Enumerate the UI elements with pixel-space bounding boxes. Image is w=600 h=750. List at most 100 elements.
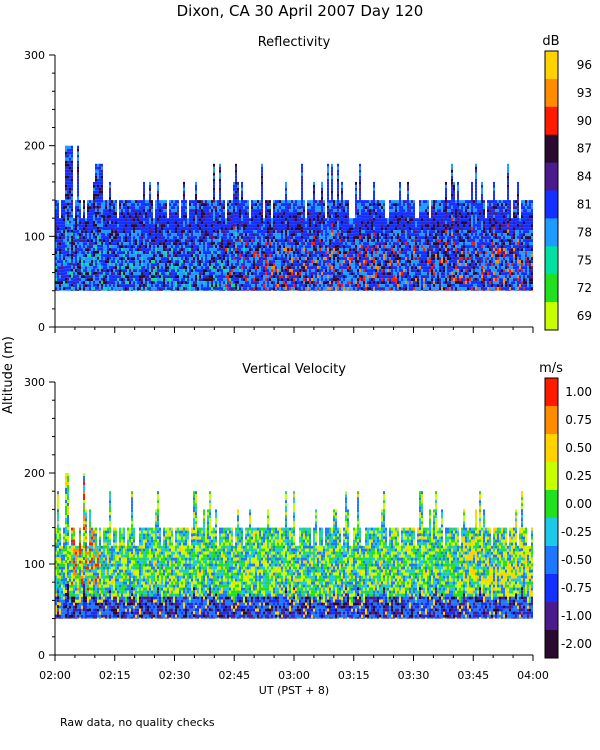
heatmap-cell bbox=[113, 275, 115, 279]
heatmap-cell bbox=[167, 218, 169, 222]
heatmap-cell bbox=[219, 220, 221, 224]
heatmap-cell bbox=[61, 227, 63, 231]
heatmap-cell bbox=[251, 200, 253, 204]
heatmap-cell bbox=[121, 275, 123, 279]
heatmap-cell bbox=[323, 269, 325, 273]
heatmap-cell bbox=[235, 187, 237, 191]
heatmap-cell bbox=[307, 221, 309, 225]
heatmap-cell bbox=[311, 284, 313, 288]
heatmap-cell bbox=[261, 196, 263, 200]
heatmap-cell bbox=[327, 271, 329, 275]
heatmap-cell bbox=[289, 290, 291, 291]
heatmap-cell bbox=[211, 248, 213, 252]
heatmap-cell bbox=[317, 200, 319, 204]
heatmap-cell bbox=[173, 260, 175, 264]
heatmap-cell bbox=[99, 250, 101, 254]
heatmap-cell bbox=[197, 278, 199, 282]
heatmap-cell bbox=[95, 283, 97, 287]
heatmap-cell bbox=[95, 244, 97, 248]
heatmap-cell bbox=[285, 238, 287, 242]
heatmap-cell bbox=[337, 202, 339, 206]
heatmap-cell bbox=[115, 269, 117, 273]
heatmap-cell bbox=[341, 223, 343, 227]
heatmap-cell bbox=[147, 287, 149, 291]
heatmap-cell bbox=[71, 163, 73, 167]
heatmap-cell bbox=[227, 236, 229, 240]
heatmap-cell bbox=[99, 214, 101, 218]
heatmap-cell bbox=[75, 206, 77, 210]
heatmap-cell bbox=[355, 184, 357, 188]
heatmap-cell bbox=[171, 269, 173, 273]
heatmap-cell bbox=[195, 223, 197, 227]
heatmap-cell bbox=[181, 218, 183, 222]
heatmap-cell bbox=[265, 266, 267, 270]
heatmap-cell bbox=[121, 254, 123, 258]
heatmap-cell bbox=[61, 203, 63, 207]
heatmap-cell bbox=[117, 272, 119, 276]
heatmap-cell bbox=[337, 169, 339, 173]
heatmap-cell bbox=[139, 248, 141, 252]
heatmap-cell bbox=[249, 236, 251, 240]
heatmap-cell bbox=[269, 281, 271, 285]
heatmap-cell bbox=[83, 263, 85, 267]
heatmap-cell bbox=[135, 269, 137, 273]
heatmap-cell bbox=[283, 221, 285, 225]
heatmap-cell bbox=[187, 290, 189, 291]
heatmap-cell bbox=[83, 212, 85, 216]
heatmap-cell bbox=[213, 172, 215, 176]
heatmap-cell bbox=[67, 283, 69, 287]
heatmap-cell bbox=[285, 229, 287, 233]
heatmap-cell bbox=[121, 206, 123, 210]
heatmap-cell bbox=[117, 242, 119, 246]
heatmap-cell bbox=[319, 248, 321, 252]
heatmap-cell bbox=[137, 275, 139, 279]
heatmap-cell bbox=[277, 257, 279, 261]
heatmap-cell bbox=[277, 206, 279, 210]
heatmap-cell bbox=[181, 281, 183, 285]
heatmap-cell bbox=[107, 290, 109, 291]
heatmap-cell bbox=[241, 280, 243, 284]
heatmap-cell bbox=[251, 206, 253, 210]
heatmap-cell bbox=[251, 218, 253, 222]
heatmap-cell bbox=[207, 200, 209, 204]
heatmap-cell bbox=[119, 269, 121, 273]
heatmap-cell bbox=[231, 233, 233, 237]
heatmap-cell bbox=[65, 217, 67, 221]
heatmap-cell bbox=[299, 212, 301, 216]
heatmap-cell bbox=[303, 272, 305, 276]
heatmap-cell bbox=[285, 235, 287, 239]
heatmap-cell bbox=[163, 212, 165, 216]
heatmap-cell bbox=[207, 239, 209, 243]
heatmap-cell bbox=[121, 269, 123, 273]
heatmap-cell bbox=[141, 215, 143, 219]
heatmap-cell bbox=[205, 230, 207, 234]
heatmap-cell bbox=[255, 221, 257, 225]
heatmap-cell bbox=[219, 283, 221, 287]
heatmap-cell bbox=[69, 259, 71, 263]
heatmap-cell bbox=[69, 289, 71, 291]
heatmap-cell bbox=[65, 148, 67, 152]
heatmap-cell bbox=[85, 281, 87, 285]
heatmap-cell bbox=[135, 206, 137, 210]
heatmap-cell bbox=[191, 215, 193, 219]
heatmap-cell bbox=[89, 245, 91, 249]
heatmap-cell bbox=[213, 241, 215, 245]
heatmap-cell bbox=[181, 230, 183, 234]
heatmap-cell bbox=[67, 280, 69, 284]
heatmap-cell bbox=[335, 281, 337, 285]
heatmap-cell bbox=[199, 275, 201, 279]
heatmap-cell bbox=[55, 242, 57, 246]
heatmap-cell bbox=[299, 227, 301, 231]
heatmap-cell bbox=[113, 236, 115, 240]
heatmap-cell bbox=[281, 281, 283, 285]
heatmap-cell bbox=[117, 287, 119, 291]
heatmap-cell bbox=[83, 200, 85, 204]
heatmap-cell bbox=[349, 290, 351, 291]
heatmap-cell bbox=[237, 181, 239, 185]
heatmap-cell bbox=[329, 269, 331, 273]
heatmap-cell bbox=[55, 239, 57, 243]
heatmap-cell bbox=[121, 263, 123, 267]
heatmap-cell bbox=[237, 196, 239, 200]
heatmap-cell bbox=[75, 236, 77, 240]
heatmap-cell bbox=[87, 227, 89, 231]
